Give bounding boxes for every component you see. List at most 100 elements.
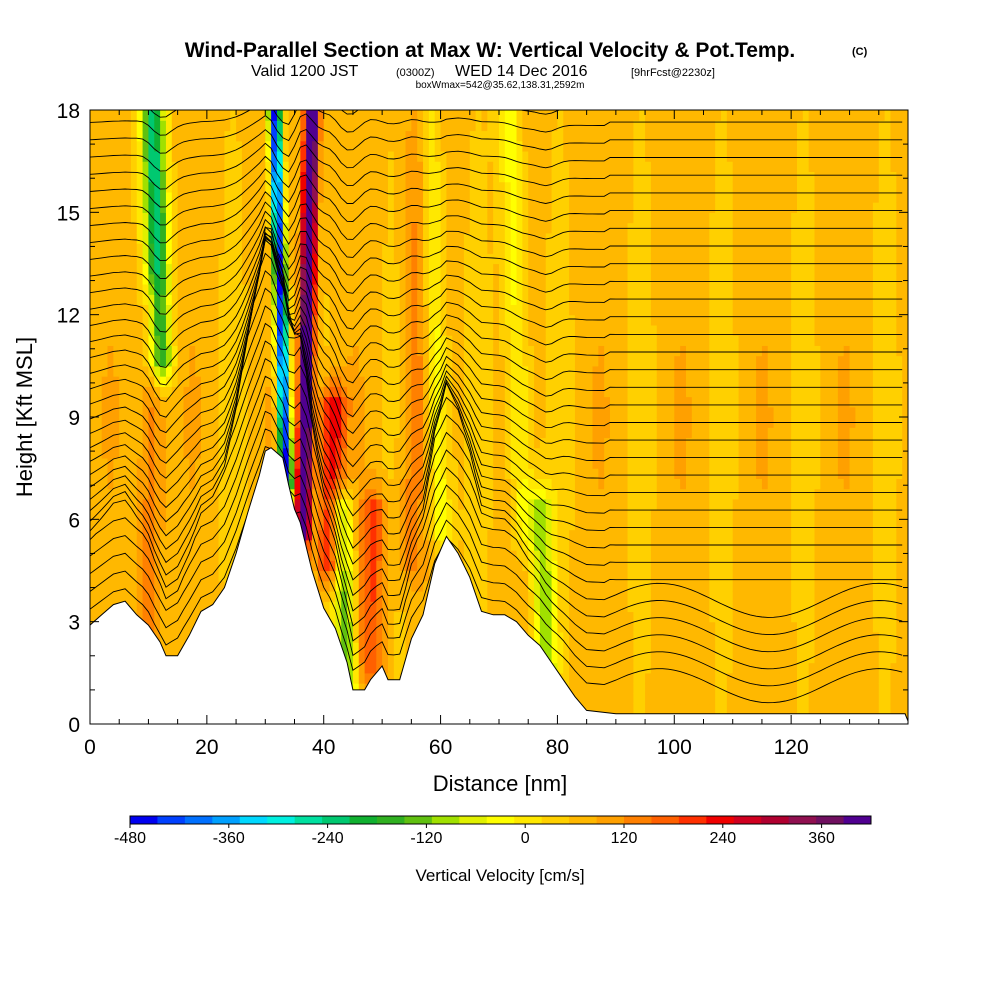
field-cell (136, 580, 144, 592)
field-cell (399, 539, 407, 551)
field-cell (236, 263, 243, 275)
field-cell (224, 519, 231, 531)
field-cell (253, 427, 261, 439)
field-cell (148, 396, 155, 408)
field-cell (347, 263, 354, 275)
field-cell (160, 120, 167, 132)
field-cell (411, 611, 418, 623)
field-cell (534, 550, 541, 561)
field-cell (516, 498, 523, 510)
field-cell (282, 130, 290, 142)
field-cell (177, 601, 185, 613)
field-cell (113, 355, 120, 367)
field-cell (183, 150, 190, 162)
field-cell (551, 191, 559, 203)
field-cell (574, 672, 582, 684)
field-cell (171, 243, 179, 254)
field-cell (195, 447, 202, 459)
field-cell (189, 560, 196, 572)
field-cell (183, 243, 190, 254)
field-cell (306, 468, 313, 479)
field-cell (236, 396, 243, 408)
field-cell (101, 396, 109, 408)
field-cell (551, 396, 559, 408)
field-cell (125, 447, 132, 459)
field-cell (282, 171, 290, 183)
field-cell (475, 335, 483, 346)
field-cell (411, 212, 418, 224)
field-cell (399, 120, 407, 132)
field-cell (452, 365, 459, 377)
field-cell (276, 283, 284, 295)
field-cell (399, 570, 407, 582)
field-cell (347, 294, 354, 306)
field-cell (370, 314, 377, 326)
field-cell (399, 498, 407, 510)
field-cell (306, 253, 313, 265)
field-cell (516, 232, 523, 244)
field-cell (165, 386, 173, 398)
field-cell (399, 140, 407, 152)
field-cell (253, 304, 261, 316)
field-cell (469, 365, 477, 377)
field-cell (487, 253, 494, 265)
field-cell (113, 570, 120, 582)
field-cell (218, 365, 225, 377)
field-cell (382, 498, 389, 510)
field-cell (446, 468, 453, 479)
field-cell (569, 130, 576, 142)
field-cell (317, 570, 325, 582)
field-cell (101, 570, 109, 582)
field-cell (265, 273, 272, 285)
field-cell (136, 519, 144, 531)
field-cell (551, 345, 559, 357)
field-cell (481, 570, 488, 582)
field-cell (557, 601, 564, 613)
field-cell (417, 212, 424, 224)
field-cell (206, 253, 214, 265)
field-cell (212, 120, 220, 132)
field-cell (487, 263, 494, 275)
field-cell (528, 345, 535, 357)
field-cell (294, 283, 301, 295)
field-cell (130, 222, 138, 234)
field-cell (347, 396, 354, 408)
field-cell (557, 488, 564, 500)
field-cell (154, 130, 161, 142)
field-cell (545, 601, 553, 613)
field-cell (563, 150, 570, 162)
field-cell (224, 120, 231, 132)
field-cell (382, 652, 389, 664)
field-cell (288, 417, 296, 428)
field-cell (101, 355, 109, 367)
field-cell (557, 314, 564, 326)
field-cell (294, 509, 301, 520)
field-cell (300, 498, 307, 510)
field-cell (499, 181, 506, 193)
field-cell (463, 171, 471, 183)
field-cell (539, 212, 547, 224)
field-cell (212, 212, 220, 224)
field-cell (329, 386, 336, 398)
field-cell (90, 519, 97, 531)
field-cell (545, 243, 553, 254)
field-cell (452, 191, 459, 203)
field-cell (171, 212, 179, 224)
field-cell (417, 570, 424, 582)
field-cell (171, 294, 179, 306)
subtitle-forecast: [9hrFcst@2230z] (631, 67, 715, 79)
field-cell (463, 519, 471, 531)
field-cell (130, 171, 138, 183)
field-cell (563, 253, 570, 265)
field-cell (306, 202, 313, 213)
field-cell (125, 539, 132, 551)
field-cell (189, 621, 196, 633)
field-cell (154, 447, 161, 459)
field-cell (528, 580, 535, 592)
field-cell (282, 243, 290, 254)
field-cell (265, 386, 272, 398)
field-cell (101, 437, 109, 449)
field-cell (212, 386, 220, 398)
field-cell (154, 601, 161, 613)
field-cell (428, 335, 436, 346)
